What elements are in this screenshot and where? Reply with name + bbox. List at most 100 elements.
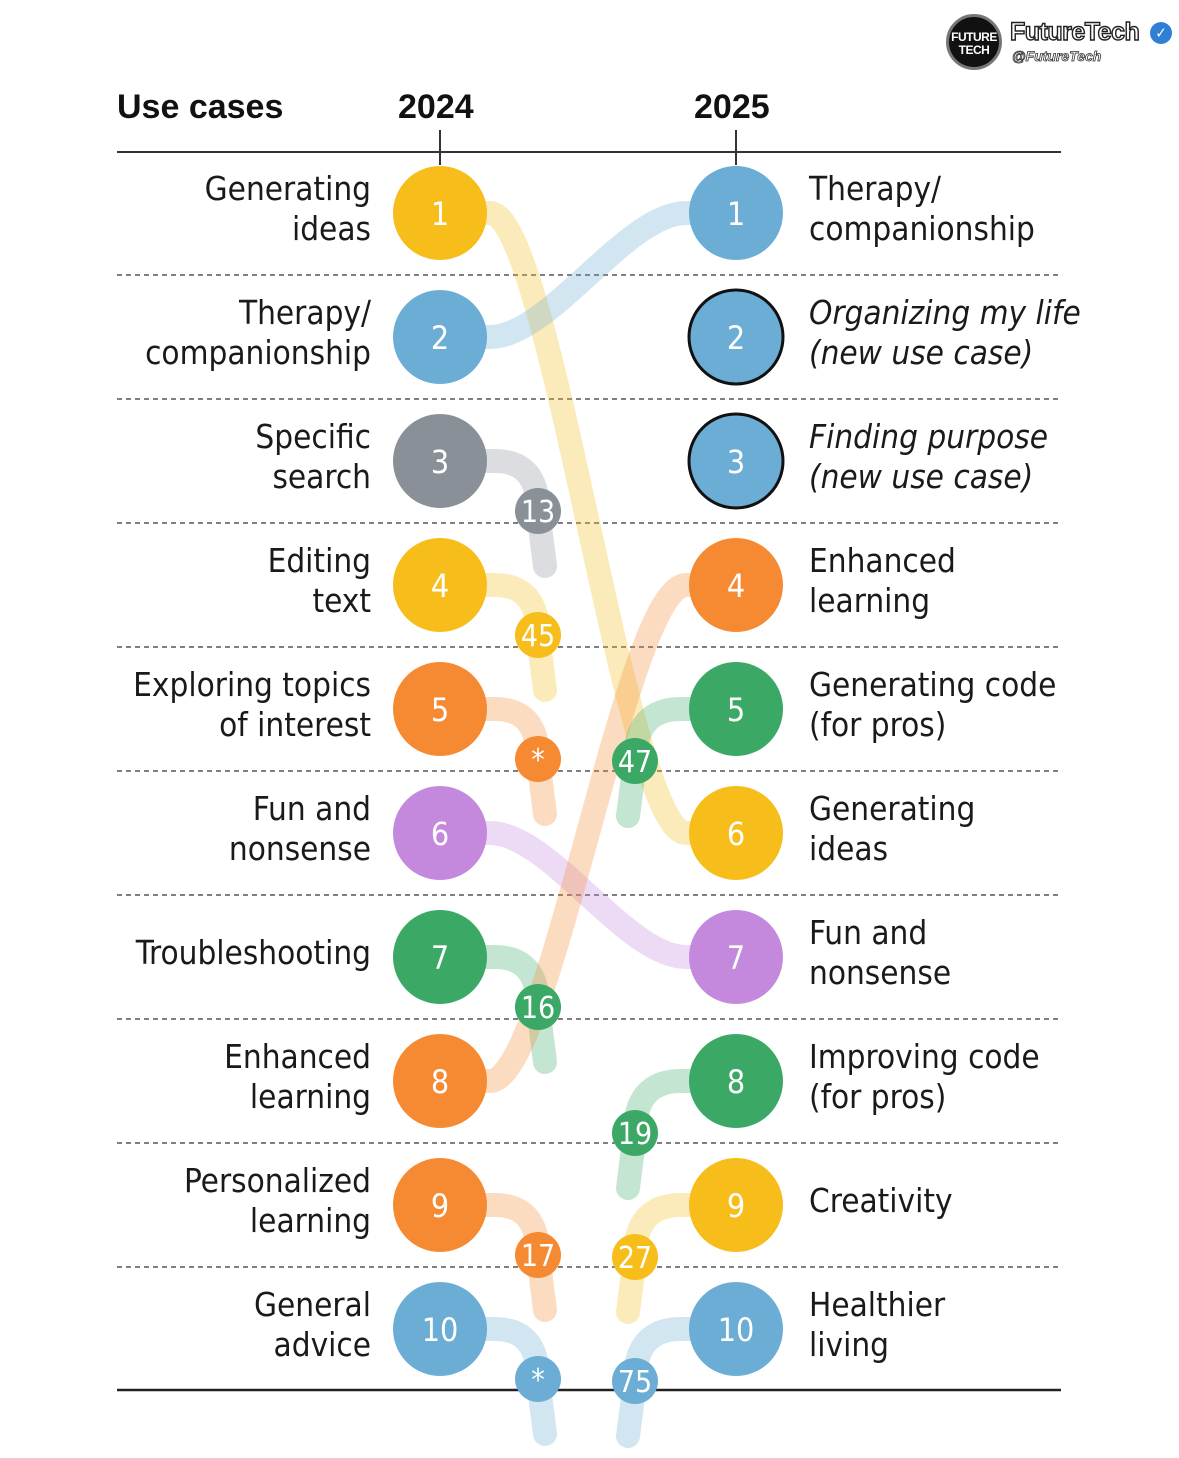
rank-badge-circle [515,488,561,534]
rank-2025-badge: 45 [515,612,561,658]
rank-badge-circle [515,612,561,658]
brand-logo-text-bottom: TECH [958,43,990,57]
rank-number: 10 [422,1311,459,1349]
rank-number: 5 [727,691,745,729]
rank-2024-badge: 75 [612,1358,658,1404]
use-case-2025-label: Fun and nonsense [809,913,952,992]
use-case-2024-label: Enhanced learning [224,1037,371,1116]
rank-2025-circle: 4 [689,538,783,632]
rank-2025-badge: 17 [515,1232,561,1278]
rank-badge-circle [612,1358,658,1404]
rank-number: 4 [727,567,745,605]
rank-number: 10 [718,1311,755,1349]
rank-2024-circle: 9 [393,1158,487,1252]
rank-number: 2 [431,319,449,357]
rank-circle [689,910,783,1004]
rank-number: 6 [727,815,745,853]
rank-number: 1 [727,195,745,233]
rank-2025-badge: * [515,1356,561,1402]
rank-2025-circle: 9 [689,1158,783,1252]
use-case-2025-label: Generating code (for pros) [809,665,1057,744]
connector-line [428,821,748,969]
rank-circle [393,290,487,384]
brand-badge[interactable]: FUTURE TECH FutureTech ✓ @FutureTech [946,14,1176,72]
rank-2025-circle: 5 [689,662,783,756]
rank-circle [393,1034,487,1128]
rank-circle [689,1158,783,1252]
rank-badge-circle [515,984,561,1030]
rank-2024-circle: 6 [393,786,487,880]
use-case-2025-label: Organizing my life (new use case) [809,293,1081,372]
rank-2024-circle: 1 [393,166,487,260]
rank-number: 8 [727,1063,745,1101]
rank-2025-badge: * [515,736,561,782]
rank-badge-text: 27 [618,1241,652,1276]
connector-line [428,201,748,845]
rank-2025-circle: 7 [689,910,783,1004]
use-case-2025-label: Healthier living [809,1285,946,1364]
use-case-2024-label: Editing text [267,541,371,620]
rank-2025-circle: 10 [689,1282,783,1376]
rank-badge-circle [612,1234,658,1280]
brand-logo-text-top: FUTURE [951,30,997,44]
rank-2025-circle: 2 [687,288,785,386]
rank-badge-text: 47 [618,745,652,780]
rank-2024-circle: 10 [393,1282,487,1376]
rank-number: 5 [431,691,449,729]
rank-2024-circle: 7 [393,910,487,1004]
use-case-2025-label: Finding purpose (new use case) [809,417,1048,496]
rank-badge-circle [612,1110,658,1156]
year-2024-header: 2024 [398,88,474,126]
rank-badge-text: * [531,743,545,778]
rank-2024-circle: 8 [393,1034,487,1128]
rank-circle [689,786,783,880]
rank-badge-circle [612,738,658,784]
rank-circle [687,412,785,510]
rank-number: 7 [431,939,449,977]
rank-circle [689,1282,783,1376]
brand-handle: @FutureTech [1012,48,1102,65]
brand-logo: FUTURE TECH [946,14,1002,70]
rank-number: 9 [431,1187,449,1225]
use-case-2024-label: Specific search [255,417,371,496]
use-case-2025-label: Improving code (for pros) [809,1037,1040,1116]
rank-circle [393,1158,487,1252]
use-case-2025-label: Therapy/ companionship [809,169,1035,248]
rank-circle [393,414,487,508]
rank-2024-badge: 19 [612,1110,658,1156]
rank-circle [689,166,783,260]
use-case-2024-label: Therapy/ companionship [145,293,371,372]
rank-circle [393,538,487,632]
use-case-2024-label: Fun and nonsense [228,789,371,868]
connector-line [428,573,748,1093]
rank-2024-badge: 47 [612,738,658,784]
rank-number: 4 [431,567,449,605]
rank-number: 1 [431,195,449,233]
rank-2024-circle: 4 [393,538,487,632]
rank-circle [393,662,487,756]
rank-badge-text: 75 [618,1365,652,1400]
rank-badge-text: 19 [618,1117,652,1152]
use-case-2024-label: Exploring topics of interest [133,665,371,744]
rank-circle [393,910,487,1004]
rank-2025-badge: 13 [515,488,561,534]
rank-badge-text: 16 [521,991,555,1026]
rank-number: 7 [727,939,745,977]
rank-circle [687,288,785,386]
rank-badge-text: 13 [521,495,555,530]
use-case-2024-label: Troubleshooting [135,933,371,972]
verified-check-icon: ✓ [1150,22,1172,44]
use-case-2025-label: Enhanced learning [809,541,956,620]
rank-circle [393,786,487,880]
rank-2024-badge: 27 [612,1234,658,1280]
rank-number: 2 [727,319,745,357]
rank-2025-circle: 3 [687,412,785,510]
rank-circle [689,662,783,756]
rank-2025-circle: 6 [689,786,783,880]
rank-badge-circle [515,1232,561,1278]
rank-2024-circle: 3 [393,414,487,508]
use-case-2024-label: General advice [253,1285,371,1364]
rank-2025-badge: 16 [515,984,561,1030]
